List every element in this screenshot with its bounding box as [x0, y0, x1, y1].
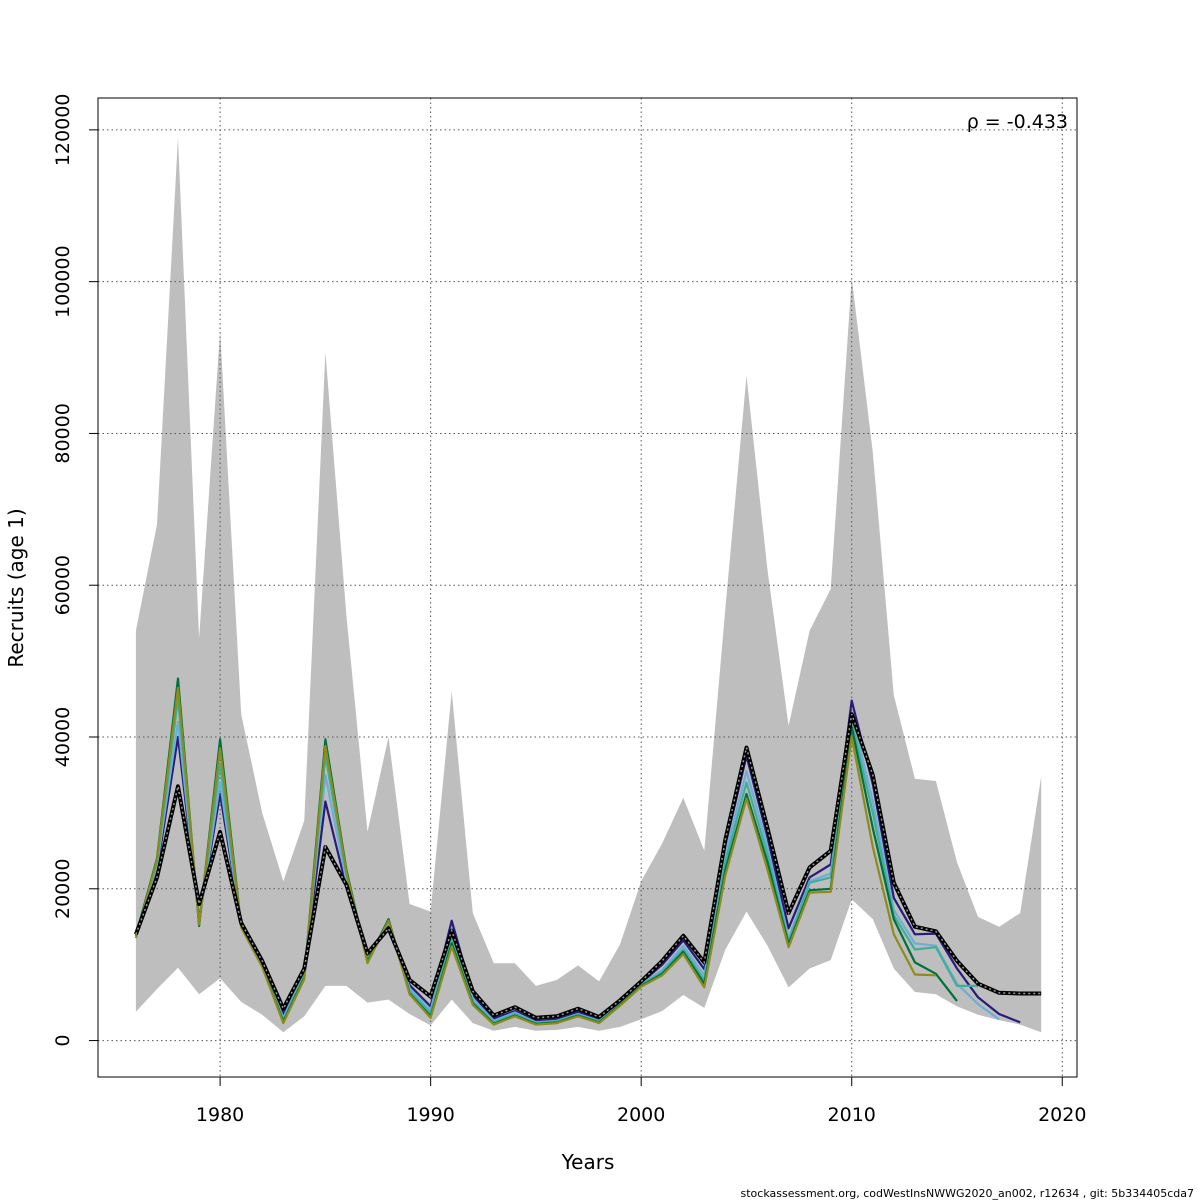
x-tick-label: 2010	[828, 1104, 876, 1126]
confidence-band-layer	[135, 137, 1042, 1033]
y-tick-label: 0	[52, 1035, 74, 1047]
y-tick-label: 60000	[52, 555, 74, 615]
x-axis-title: Years	[561, 1150, 615, 1174]
y-axis-title: Recruits (age 1)	[4, 508, 28, 667]
footer-note: stockassessment.org, codWestInsNWWG2020_…	[741, 1187, 1194, 1200]
x-tick-label: 2020	[1038, 1104, 1086, 1126]
series-layer	[134, 677, 1042, 1026]
y-tick-label: 100000	[52, 245, 74, 318]
grid-layer	[98, 98, 1077, 1077]
axis-layer: 1980 1990 2000 2010 2020 0 20000 40000 60000 8000…	[52, 94, 1086, 1126]
x-tick-label: 1980	[196, 1104, 244, 1126]
x-tick-label: 1990	[406, 1104, 454, 1126]
series-line-reference-dash	[135, 713, 1042, 1019]
y-tick-label: 80000	[52, 403, 74, 463]
series-line	[134, 686, 936, 1026]
y-tick-label: 40000	[52, 707, 74, 767]
confidence-band	[135, 137, 1042, 1033]
x-tick-label: 2000	[617, 1104, 665, 1126]
y-tick-label: 20000	[52, 859, 74, 919]
rho-annotation: ρ = -0.433	[967, 111, 1068, 133]
y-tick-label: 120000	[52, 94, 74, 167]
